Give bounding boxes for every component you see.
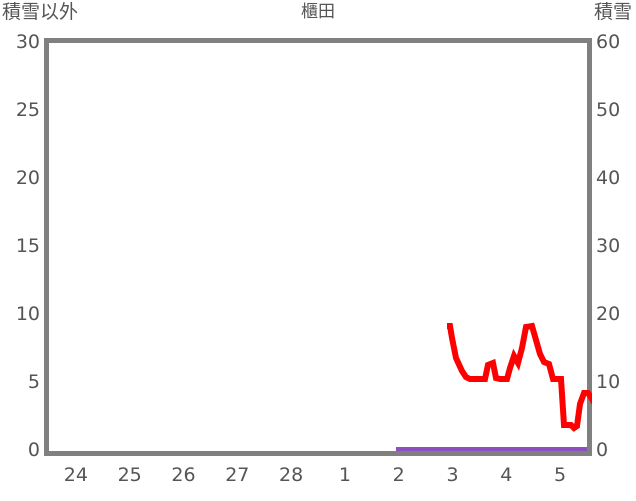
- y-tick-left: 10: [15, 303, 40, 325]
- x-tick-label: 3: [446, 464, 459, 486]
- plot-area: [44, 38, 592, 456]
- x-tick-label: 28: [279, 464, 304, 486]
- y-tick-right: 60: [596, 31, 621, 53]
- left-axis-label: 積雪以外: [2, 1, 79, 23]
- y-tick-right: 30: [596, 235, 621, 257]
- y-tick-right: 20: [596, 303, 621, 325]
- y-tick-left: 30: [15, 31, 40, 53]
- right-axis-label: 積雪: [593, 1, 632, 23]
- plot-frame: [44, 38, 592, 456]
- x-tick-label: 5: [554, 464, 567, 486]
- data-series-layer: [396, 322, 592, 451]
- x-tick-label: 1: [338, 464, 351, 486]
- y-tick-left: 5: [27, 371, 40, 393]
- y-axis-left: 0 5 10 15 20 25 30: [0, 33, 40, 460]
- y-tick-left: 25: [15, 99, 40, 121]
- x-tick-label: 2: [392, 464, 405, 486]
- x-tick-label: 4: [500, 464, 513, 486]
- series-non-snow: [447, 322, 592, 432]
- y-tick-right: 10: [596, 371, 621, 393]
- x-tick-label: 24: [63, 464, 88, 486]
- y-tick-right: 40: [596, 167, 621, 189]
- page-title: 櫃田: [301, 2, 335, 22]
- y-tick-left: 20: [15, 167, 40, 189]
- y-tick-right: 0: [596, 439, 609, 461]
- x-tick-label: 26: [171, 464, 196, 486]
- y-tick-left: 0: [27, 439, 40, 461]
- y-tick-left: 15: [15, 235, 40, 257]
- x-tick-label: 25: [117, 464, 142, 486]
- x-axis: 24 25 26 27 28 1 2 3 4 5: [44, 462, 592, 492]
- y-axis-right: 0 10 20 30 40 50 60: [596, 33, 636, 460]
- x-tick-label: 27: [225, 464, 250, 486]
- y-tick-right: 50: [596, 99, 621, 121]
